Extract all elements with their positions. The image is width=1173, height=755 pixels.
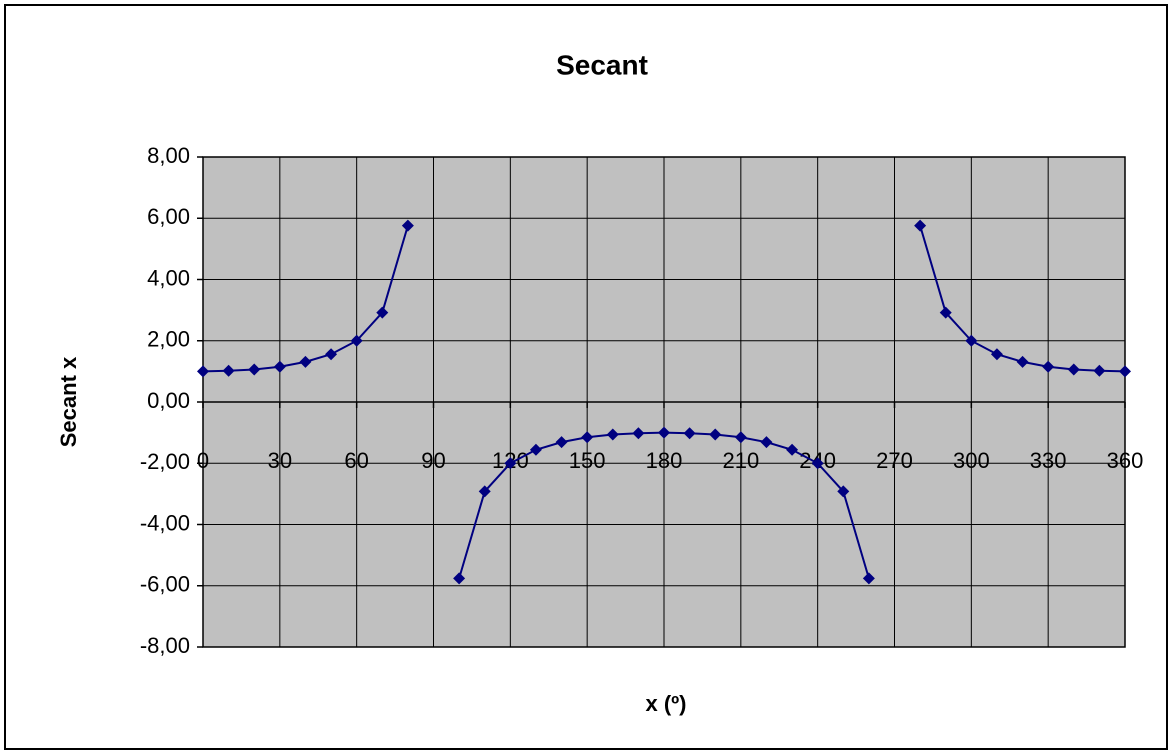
marker [862, 572, 875, 585]
x-tick-label: 270 [876, 448, 913, 473]
x-tick-label: 360 [1107, 448, 1144, 473]
marker [529, 443, 542, 456]
marker [990, 348, 1003, 361]
y-tick-label: -4,00 [140, 510, 190, 535]
marker [837, 485, 850, 498]
marker [504, 457, 517, 470]
marker [606, 428, 619, 441]
marker [683, 427, 696, 440]
marker [222, 364, 235, 377]
x-tick-label: 30 [268, 448, 292, 473]
marker [709, 428, 722, 441]
marker [965, 334, 978, 347]
marker [453, 572, 466, 585]
marker [555, 436, 568, 449]
marker [299, 355, 312, 368]
x-tick-label: 300 [953, 448, 990, 473]
marker [248, 363, 261, 376]
marker [376, 306, 389, 319]
marker [1067, 363, 1080, 376]
marker [1042, 360, 1055, 373]
marker [1119, 365, 1131, 378]
x-tick-label: 330 [1030, 448, 1067, 473]
marker [658, 426, 670, 439]
x-axis-label: x (º) [645, 691, 686, 716]
x-tick-label: 150 [569, 448, 606, 473]
y-tick-label: -8,00 [140, 633, 190, 658]
y-tick-label: 4,00 [147, 265, 190, 290]
marker [734, 431, 747, 444]
x-tick-label: 0 [197, 448, 209, 473]
marker [350, 334, 363, 347]
marker [760, 436, 773, 449]
y-tick-label: 0,00 [147, 388, 190, 413]
marker [1093, 364, 1106, 377]
x-tick-label: 210 [722, 448, 759, 473]
y-tick-label: -6,00 [140, 572, 190, 597]
y-tick-label: -2,00 [140, 449, 190, 474]
y-axis-label: Secant x [56, 356, 81, 447]
marker [478, 485, 491, 498]
x-tick-label: 90 [421, 448, 445, 473]
x-tick-label: 180 [646, 448, 683, 473]
y-tick-label: 6,00 [147, 204, 190, 229]
marker [914, 219, 927, 232]
x-tick-label: 60 [344, 448, 368, 473]
marker [325, 348, 338, 361]
y-tick-label: 2,00 [147, 327, 190, 352]
marker [632, 427, 645, 440]
marker [786, 443, 799, 456]
marker [273, 360, 286, 373]
y-tick-label: 8,00 [147, 143, 190, 168]
marker [939, 306, 952, 319]
marker [1016, 355, 1029, 368]
marker [401, 219, 414, 232]
marker [197, 365, 209, 378]
marker [581, 431, 594, 444]
marker [811, 457, 824, 470]
chart-title: Secant [556, 49, 648, 80]
